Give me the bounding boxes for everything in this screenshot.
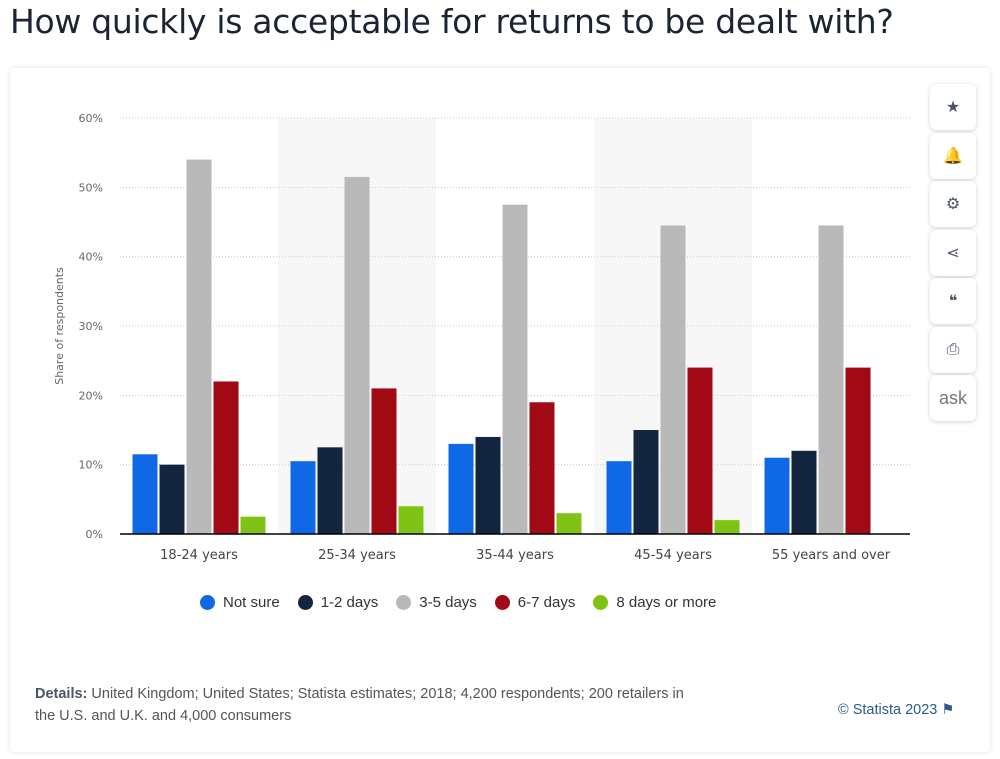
bar-1-2-days <box>791 450 817 534</box>
legend-item[interactable]: Not sure <box>200 594 280 611</box>
bar-1-2-days <box>317 447 343 534</box>
bar-3-5-days <box>818 225 844 534</box>
legend-label: 8 days or more <box>616 594 717 611</box>
bar-6-7-days <box>213 381 239 534</box>
star-button[interactable]: ★ <box>930 84 976 130</box>
y-tick-label: 40% <box>79 251 103 264</box>
copyright-text: © Statista 2023 <box>838 702 938 718</box>
legend-dot <box>396 595 412 610</box>
details: Details: United Kingdom; United States; … <box>35 683 685 727</box>
bar-3-5-days <box>186 159 212 534</box>
legend-label: 6-7 days <box>517 594 576 611</box>
flag-icon[interactable]: ⚑ <box>941 702 955 718</box>
y-axis-label: Share of respondents <box>53 267 66 385</box>
y-tick-label: 60% <box>79 112 103 125</box>
bar-6-7-days <box>371 388 397 534</box>
print-button[interactable]: ⎙ <box>930 326 976 373</box>
bar-1-2-days <box>159 464 185 534</box>
bar-8-days-or-more <box>714 520 740 534</box>
legend: Not sure 1-2 days 3-5 days 6-7 days 8 days o… <box>200 594 716 611</box>
bar-1-2-days <box>475 436 501 534</box>
bar-not-sure <box>764 457 790 534</box>
legend-item[interactable]: 1-2 days <box>297 594 379 611</box>
legend-dot <box>297 595 313 610</box>
y-tick-label: 10% <box>79 459 103 472</box>
y-tick-label: 50% <box>79 181 103 194</box>
legend-item[interactable]: 6-7 days <box>494 594 576 611</box>
legend-dot <box>200 595 215 610</box>
y-tick-label: 30% <box>79 320 103 333</box>
legend-dot <box>494 595 510 610</box>
x-tick-label: 18-24 years <box>160 548 238 563</box>
legend-item[interactable]: 8 days or more <box>593 594 716 611</box>
bar-1-2-days <box>633 430 659 534</box>
bar-not-sure <box>448 443 474 534</box>
legend-item[interactable]: 3-5 days <box>396 594 477 611</box>
bar-3-5-days <box>502 204 528 534</box>
legend-label: 3-5 days <box>419 594 477 611</box>
legend-label: 1-2 days <box>320 594 379 611</box>
share-button[interactable]: ⋖ <box>930 229 976 276</box>
y-tick-label: 0% <box>86 528 103 541</box>
bar-8-days-or-more <box>240 516 266 534</box>
x-tick-label: 45-54 years <box>634 548 712 563</box>
x-tick-label: 55 years and over <box>772 548 891 563</box>
ask-button[interactable]: ask <box>930 375 976 421</box>
details-text: United Kingdom; United States; Statista … <box>35 686 684 724</box>
legend-label: Not sure <box>223 594 280 611</box>
bar-3-5-days <box>660 225 686 534</box>
quote-button[interactable]: ❝ <box>930 278 976 324</box>
bar-6-7-days <box>529 402 555 534</box>
bar-8-days-or-more <box>398 506 424 534</box>
x-tick-label: 35-44 years <box>476 548 554 563</box>
x-tick-label: 25-34 years <box>318 548 396 563</box>
bar-6-7-days <box>687 367 713 534</box>
bar-not-sure <box>290 461 316 534</box>
details-label: Details: <box>35 686 88 702</box>
bar-3-5-days <box>344 176 370 534</box>
bar-8-days-or-more <box>556 513 582 534</box>
bar-not-sure <box>132 454 158 534</box>
legend-dot <box>593 595 609 610</box>
gear-button[interactable]: ⚙ <box>930 181 976 227</box>
y-tick-label: 20% <box>79 389 103 402</box>
bar-not-sure <box>606 461 632 534</box>
page-title: How quickly is acceptable for returns to… <box>10 2 894 41</box>
bar-6-7-days <box>845 367 871 534</box>
bell-button[interactable]: 🔔 <box>930 132 976 179</box>
copyright-link[interactable]: © Statista 2023 ⚑ <box>838 702 954 718</box>
